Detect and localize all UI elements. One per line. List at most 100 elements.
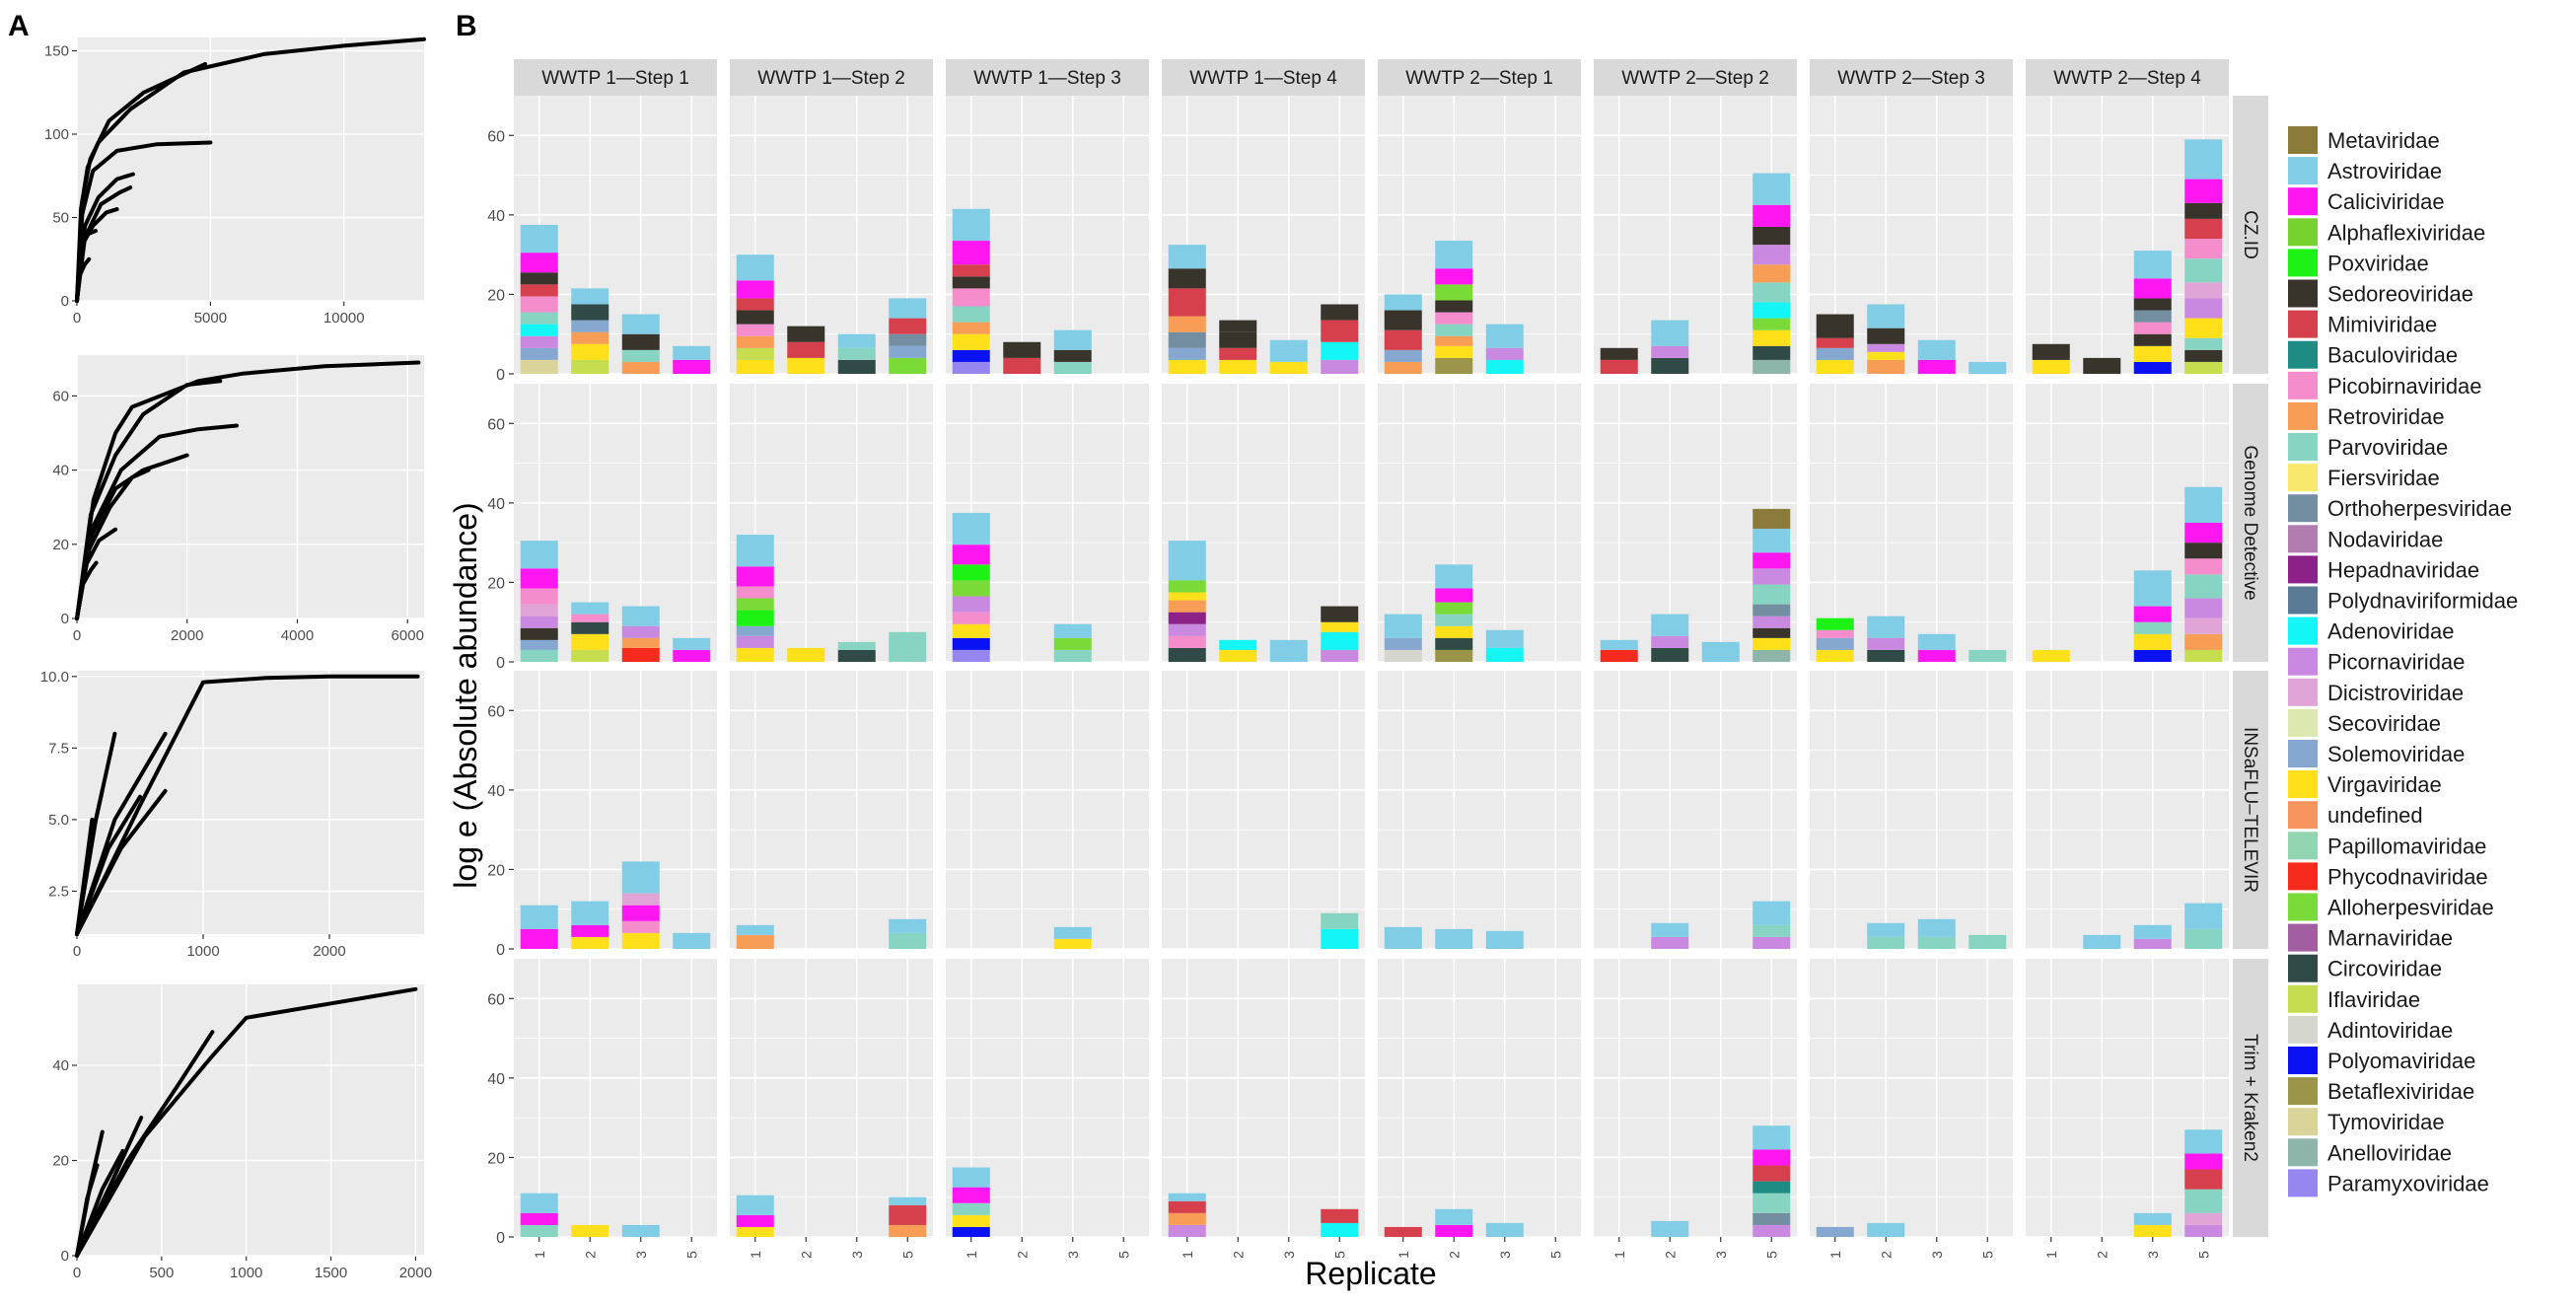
x-tick-label: 2 — [2094, 1251, 2110, 1259]
legend-key-retroviridae — [2288, 401, 2318, 430]
y-tick-label: 60 — [487, 128, 505, 145]
x-tick-label: 4000 — [281, 627, 314, 644]
y-tick-label: 100 — [44, 126, 69, 143]
bar-segment-virgaviridae — [952, 623, 990, 638]
x-tick-label: 0 — [73, 310, 81, 326]
legend-key-sedoreoviridae — [2288, 279, 2318, 308]
bar-segment-sedoreoviridae — [520, 272, 558, 285]
bar-segment-picornaviridae — [1321, 359, 1359, 374]
bar-segment-sedoreoviridae — [1753, 226, 1791, 246]
y-tick-label: 10.0 — [40, 669, 69, 686]
x-tick-label: 2000 — [171, 627, 203, 644]
bar-segment-astroviridae — [621, 314, 660, 334]
bar-segment-astroviridae — [520, 905, 558, 929]
bar-segment-picornaviridae — [1867, 343, 1905, 352]
x-tick-label: 2 — [1446, 1251, 1462, 1259]
bar-segment-poxviridae — [952, 564, 990, 581]
bar-segment-caliciviridae — [1435, 268, 1473, 285]
bar-segment-alloherpesviridae — [736, 598, 774, 611]
bar-segment-poxviridae — [1816, 617, 1854, 630]
bar-segment-astroviridae — [1651, 922, 1689, 937]
legend-label: Alloherpesviridae — [2327, 896, 2494, 920]
x-tick-label: 2 — [1878, 1251, 1894, 1259]
bar-segment-virgaviridae — [1219, 359, 1257, 374]
bar-segment-anelloviridae — [1753, 359, 1791, 374]
legend-key-circoviridae — [2288, 954, 2318, 982]
bar-segment-virgaviridae — [1435, 625, 1473, 638]
x-tick-label: 5 — [1763, 1251, 1779, 1259]
bar-segment-adintoviridae — [1384, 649, 1422, 662]
x-tick-label: 1000 — [230, 1265, 262, 1281]
x-tick-label: 1000 — [186, 943, 219, 960]
bar-segment-caliciviridae — [2133, 278, 2172, 299]
legend-key-solemoviridae — [2288, 740, 2318, 767]
bar-segment-astroviridae — [2133, 1212, 2172, 1225]
bar-segment-solemoviridae — [1816, 637, 1854, 650]
legend-key-anelloviridae — [2288, 1138, 2318, 1167]
bar-segment-solemoviridae — [1816, 347, 1854, 360]
x-tick-label: 5000 — [194, 310, 227, 326]
bar-segment-betaflexiviridae — [1435, 357, 1473, 374]
bar-segment-virgaviridae — [1867, 351, 1905, 360]
x-tick-label: 2 — [798, 1251, 814, 1259]
bar-segment-caliciviridae — [736, 1214, 774, 1227]
bar-segment-astroviridae — [1168, 1193, 1206, 1201]
y-tick-label: 60 — [487, 991, 505, 1008]
bar-segment-adenoviridae — [1321, 631, 1359, 650]
bar-segment-virgaviridae — [571, 633, 609, 650]
legend-label: Betaflexiviridae — [2327, 1079, 2474, 1104]
bar-segment-parvoviridae — [889, 932, 927, 949]
y-axis-title: log e (Absolute abundance) — [448, 502, 483, 888]
bar-segment-solemoviridae — [889, 345, 927, 358]
legend-label: Circoviridae — [2327, 957, 2442, 981]
bar-segment-retroviridae — [736, 934, 774, 949]
y-tick-label: 20 — [52, 537, 69, 553]
legend-key-hepadnaviridae — [2288, 555, 2318, 584]
y-tick-label: 40 — [487, 1071, 505, 1088]
x-tick-label: 1 — [1180, 1251, 1195, 1259]
x-tick-label: 3 — [1065, 1251, 1081, 1259]
bar-segment-virgaviridae — [2133, 345, 2172, 362]
bar-segment-astroviridae — [736, 1195, 774, 1215]
bar-segment-parvoviridae — [952, 306, 990, 323]
bar-segment-astroviridae — [1384, 926, 1422, 949]
x-axis-title: Replicate — [1305, 1256, 1436, 1291]
bar-segment-retroviridae — [571, 331, 609, 344]
legend-key-tymoviridae — [2288, 1108, 2318, 1136]
legend-label: undefined — [2327, 803, 2423, 828]
bar-segment-parvoviridae — [1435, 614, 1473, 626]
bar-segment-parvoviridae — [520, 312, 558, 325]
legend-label: Picobirnaviridae — [2327, 374, 2482, 399]
bar-segment-astroviridae — [1435, 564, 1473, 589]
facet-strip-row — [2233, 671, 2268, 949]
legend-key-dicistroviridae — [2288, 678, 2318, 706]
bar-segment-astroviridae — [1435, 928, 1473, 949]
facet-strip-row — [2233, 384, 2268, 662]
bar-segment-solemoviridae — [736, 625, 774, 636]
bar-segment-mimiviridae — [952, 264, 990, 277]
legend-key-nodaviridae — [2288, 525, 2318, 553]
bar-segment-picornaviridae — [1651, 936, 1689, 949]
bar-segment-parvoviridae — [1053, 649, 1092, 662]
bar-segment-virgaviridae — [1753, 637, 1791, 650]
bar-segment-sedoreoviridae — [1753, 627, 1791, 638]
legend-label: Astroviridae — [2327, 159, 2442, 183]
bar-segment-retroviridae — [1168, 1212, 1206, 1225]
bar-segment-caliciviridae — [1753, 204, 1791, 227]
bar-segment-anelloviridae — [1753, 649, 1791, 662]
bar-segment-astroviridae — [2133, 251, 2172, 279]
x-tick-label: 2 — [1014, 1251, 1030, 1259]
bar-segment-astroviridae — [952, 512, 990, 545]
bar-segment-virgaviridae — [736, 1226, 774, 1237]
bar-segment-circoviridae — [571, 304, 609, 321]
bar-segment-mimiviridae — [1321, 320, 1359, 342]
bar-segment-poxviridae — [736, 610, 774, 626]
bar-segment-caliciviridae — [1753, 552, 1791, 569]
bar-segment-virgaviridae — [952, 1214, 990, 1227]
bar-segment-astroviridae — [571, 288, 609, 305]
rarefaction-curve — [75, 379, 223, 620]
facet-column-label: WWTP 1—Step 1 — [541, 68, 689, 89]
bar-segment-caliciviridae — [520, 253, 558, 273]
facet-strip-column — [1162, 59, 1365, 96]
